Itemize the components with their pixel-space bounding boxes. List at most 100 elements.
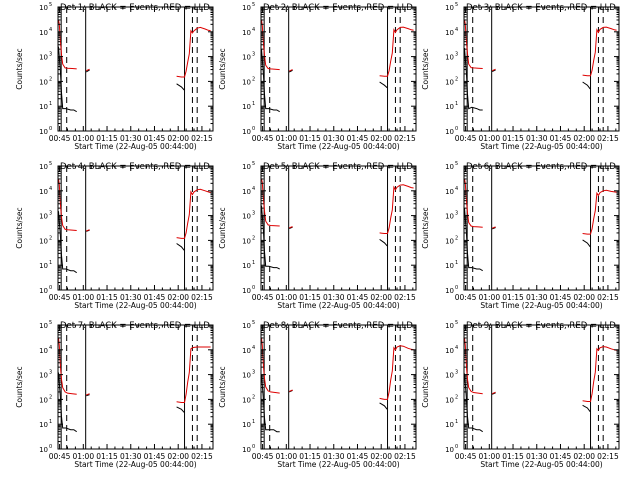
y-tick-exponent: 5	[455, 2, 458, 8]
y-tick-exponent: 5	[49, 2, 52, 8]
y-tick-exponent: 3	[49, 211, 52, 217]
panel-title: Det 4: BLACK = Events, RED = LLD	[60, 162, 210, 172]
series-lld-line	[491, 391, 496, 395]
y-tick-exponent: 1	[455, 419, 458, 425]
y-tick-label: 10	[39, 103, 48, 111]
panel-title: Det 1: BLACK = Events, RED = LLD	[60, 3, 210, 13]
x-tick-label: 01:00	[275, 293, 297, 302]
x-tick-label: 02:00	[370, 134, 392, 143]
y-tick-exponent: 3	[252, 370, 255, 376]
y-tick-exponent: 0	[455, 126, 458, 132]
x-tick-label: 01:45	[550, 452, 572, 461]
y-tick-label: 10	[39, 78, 48, 86]
y-tick-label: 10	[242, 396, 251, 404]
series-events-line	[176, 406, 185, 413]
series-events-line	[464, 208, 483, 272]
series-events-line	[261, 205, 280, 270]
y-tick-exponent: 2	[49, 235, 52, 241]
x-tick-label: 01:30	[120, 293, 142, 302]
series-events-line	[491, 392, 496, 395]
y-tick-exponent: 1	[252, 260, 255, 266]
series-group	[261, 19, 414, 113]
y-tick-label: 10	[445, 103, 454, 111]
x-axis-label: Start Time (22-Aug-05 00:44:00)	[74, 460, 196, 469]
series-lld-line	[288, 69, 293, 72]
y-tick-label: 10	[39, 29, 48, 37]
series-lld-line	[289, 226, 293, 229]
x-tick-label: 02:15	[394, 452, 416, 461]
x-tick-label: 01:00	[275, 134, 297, 143]
y-axis-label: Counts/sec	[15, 366, 24, 407]
panel-title: Det 8: BLACK = Events, RED = LLD	[263, 321, 413, 331]
y-tick-label: 10	[445, 396, 454, 404]
x-tick-label: 02:00	[167, 134, 189, 143]
y-tick-exponent: 0	[252, 126, 255, 132]
x-tick-label: 01:45	[550, 293, 572, 302]
x-tick-label: 01:00	[275, 452, 297, 461]
x-tick-label: 01:15	[96, 452, 118, 461]
y-tick-exponent: 2	[49, 394, 52, 400]
series-lld-line	[58, 19, 77, 70]
series-events-line	[582, 81, 591, 90]
series-events-line	[379, 81, 388, 89]
series-lld-line	[261, 19, 280, 71]
y-tick-exponent: 5	[455, 320, 458, 326]
series-lld-line	[492, 226, 496, 229]
y-tick-exponent: 2	[455, 235, 458, 241]
y-tick-exponent: 3	[252, 52, 255, 58]
y-tick-label: 10	[445, 322, 454, 330]
y-tick-exponent: 4	[252, 186, 255, 192]
series-lld-line	[86, 229, 90, 232]
x-tick-label: 01:15	[502, 134, 524, 143]
x-tick-label: 01:00	[478, 293, 500, 302]
x-tick-label: 01:45	[347, 134, 369, 143]
x-tick-label: 01:45	[550, 134, 572, 143]
y-tick-exponent: 4	[455, 186, 458, 192]
y-tick-exponent: 1	[455, 101, 458, 107]
plot-frame	[463, 6, 620, 132]
series-events-line	[261, 374, 280, 433]
y-tick-label: 10	[445, 372, 454, 380]
y-tick-exponent: 5	[252, 161, 255, 167]
y-tick-label: 10	[39, 128, 48, 136]
plot-frame	[57, 324, 214, 450]
series-lld-line	[379, 184, 414, 234]
x-axis-label: Start Time (22-Aug-05 00:44:00)	[277, 460, 399, 469]
x-tick-label: 02:00	[370, 452, 392, 461]
y-tick-label: 10	[242, 4, 251, 12]
series-lld-line	[491, 68, 496, 72]
y-tick-label: 10	[445, 213, 454, 221]
y-tick-exponent: 2	[455, 394, 458, 400]
y-tick-label: 10	[242, 128, 251, 136]
series-lld-line	[176, 346, 211, 403]
y-tick-label: 10	[242, 322, 251, 330]
y-tick-exponent: 1	[455, 260, 458, 266]
series-events-line	[491, 69, 496, 72]
x-tick-label: 02:15	[191, 293, 213, 302]
y-tick-label: 10	[242, 54, 251, 62]
y-tick-label: 10	[39, 287, 48, 295]
series-lld-line	[86, 393, 90, 396]
series-group	[464, 178, 617, 272]
x-tick-label: 02:15	[394, 134, 416, 143]
series-lld-line	[582, 189, 617, 235]
y-tick-exponent: 0	[252, 444, 255, 450]
y-tick-label: 10	[445, 4, 454, 12]
x-tick-label: 00:45	[455, 134, 477, 143]
y-tick-exponent: 5	[252, 2, 255, 8]
y-axis-label: Counts/sec	[218, 48, 227, 89]
x-tick-label: 01:30	[323, 134, 345, 143]
y-tick-label: 10	[445, 262, 454, 270]
series-events-line	[379, 238, 388, 247]
plot-frame	[57, 165, 214, 291]
series-lld-line	[289, 389, 293, 392]
y-tick-label: 10	[445, 287, 454, 295]
y-tick-exponent: 1	[49, 419, 52, 425]
series-events-line	[58, 46, 77, 113]
x-axis-label: Start Time (22-Aug-05 00:44:00)	[480, 301, 602, 310]
